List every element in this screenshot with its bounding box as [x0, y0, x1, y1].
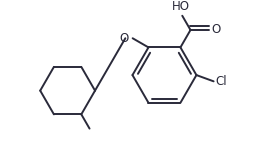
- Text: Cl: Cl: [215, 75, 227, 88]
- Text: HO: HO: [171, 0, 189, 13]
- Text: O: O: [212, 24, 221, 36]
- Text: O: O: [120, 32, 129, 45]
